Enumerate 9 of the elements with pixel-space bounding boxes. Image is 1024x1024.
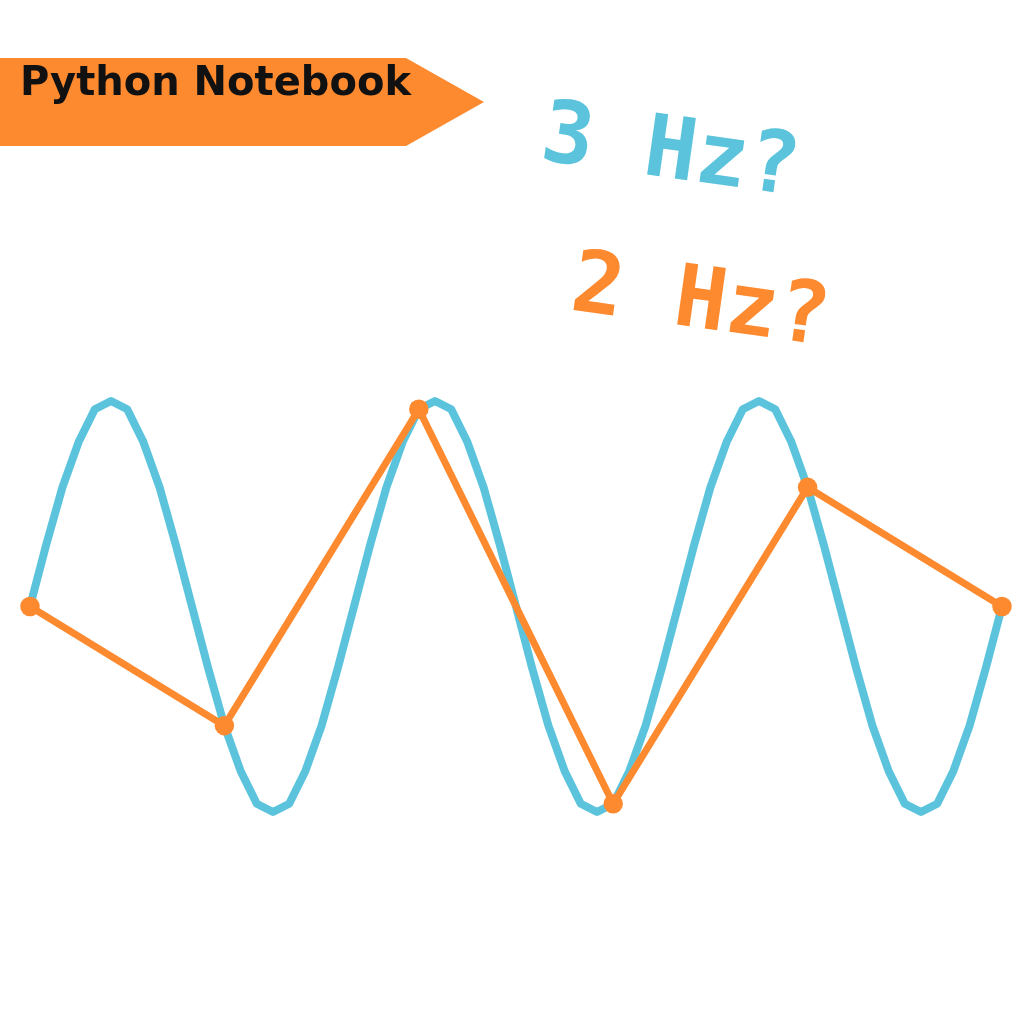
text: 3 Hz? [536,80,807,216]
point [20,596,40,617]
point [409,399,429,419]
chart-title: Python Notebook [20,58,412,106]
point [603,794,623,814]
point [214,715,235,736]
point [992,596,1012,617]
text: 2 Hz? [566,230,837,366]
point [797,477,818,498]
